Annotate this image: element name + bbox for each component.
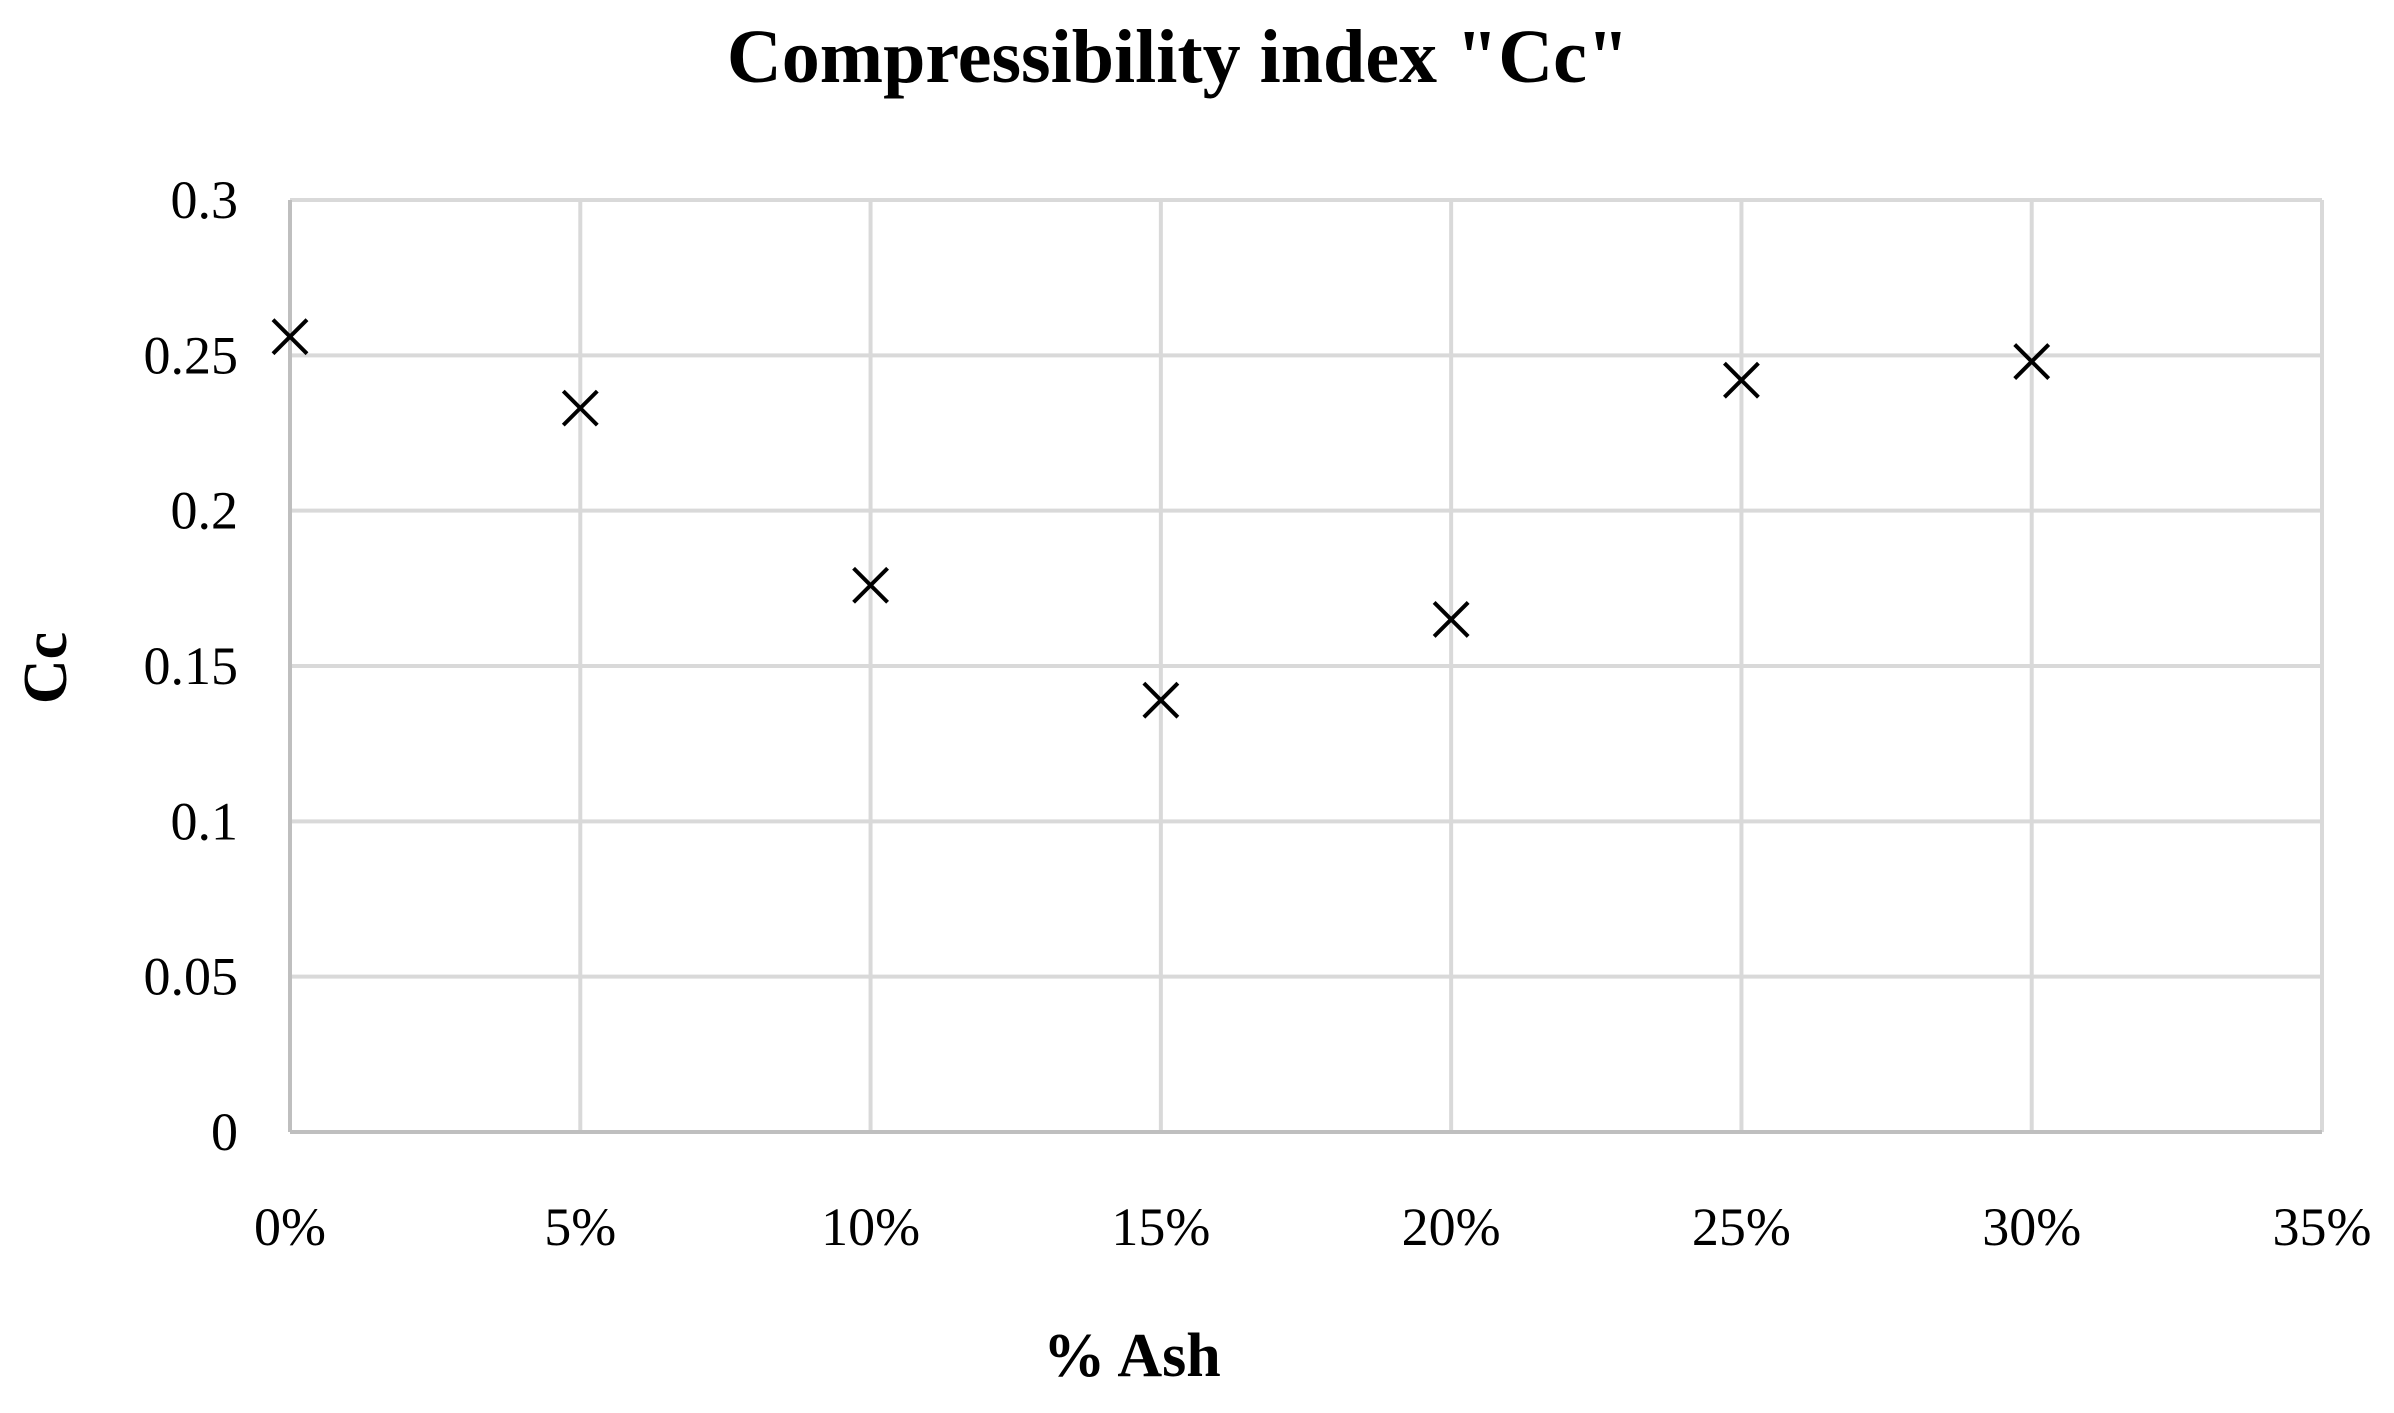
grid-layer bbox=[290, 198, 2324, 1132]
data-point-marker bbox=[2013, 343, 2051, 380]
data-point-marker bbox=[271, 318, 309, 356]
y-tick-label: 0.2 bbox=[171, 481, 239, 541]
tick-layer: 0 0.05 0.1 0.15 0.2 0.25 0.3 0% 5% 10% 15% 20% 25% 30… bbox=[144, 170, 2372, 1257]
y-tick-label: 0.3 bbox=[171, 170, 239, 230]
data-point-marker bbox=[1432, 600, 1470, 638]
axis-layer bbox=[288, 200, 2322, 1134]
x-tick-label: 25% bbox=[1692, 1197, 1791, 1257]
marker-layer bbox=[271, 318, 2051, 719]
x-tick-label: 5% bbox=[544, 1197, 616, 1257]
data-point-marker bbox=[1723, 361, 1760, 399]
x-tick-label: 20% bbox=[1402, 1197, 1501, 1257]
data-point-marker bbox=[852, 566, 889, 604]
x-axis-label: % Ash bbox=[1043, 1322, 1220, 1390]
y-tick-label: 0.05 bbox=[144, 947, 239, 1007]
y-axis-label: Cc bbox=[12, 632, 80, 704]
y-tick-label: 0.25 bbox=[144, 325, 239, 385]
x-tick-label: 15% bbox=[1111, 1197, 1210, 1257]
y-tick-label: 0.1 bbox=[171, 791, 239, 851]
data-point-marker bbox=[561, 389, 599, 427]
x-tick-label: 30% bbox=[1982, 1197, 2081, 1257]
y-tick-label: 0 bbox=[211, 1102, 238, 1162]
y-tick-label: 0.15 bbox=[144, 636, 239, 696]
x-tick-label: 0% bbox=[254, 1197, 326, 1257]
chart-title: Compressibility index "Cc" bbox=[727, 15, 1629, 99]
x-tick-label: 10% bbox=[821, 1197, 920, 1257]
data-point-marker bbox=[1142, 681, 1180, 719]
x-tick-label: 35% bbox=[2273, 1197, 2372, 1257]
